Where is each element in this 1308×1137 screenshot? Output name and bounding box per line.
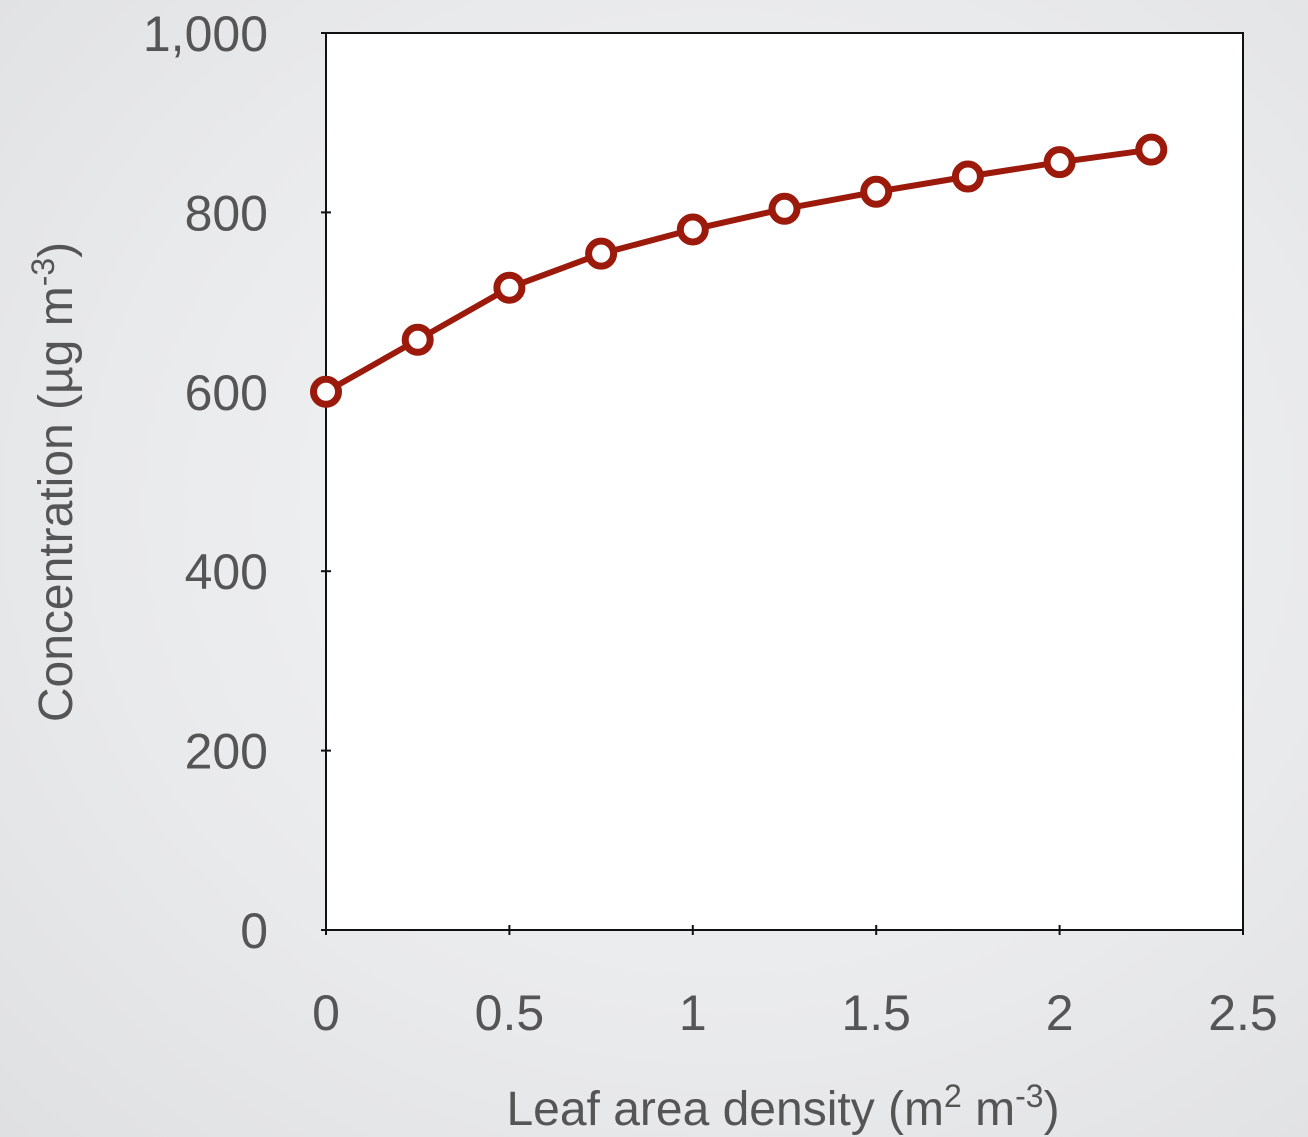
x-axis-ticks: 0 0.5 1 1.5 2 2.5 <box>312 925 1278 1041</box>
series-line <box>324 146 1152 395</box>
data-point <box>676 213 709 246</box>
y-tick-label: 200 <box>185 724 268 780</box>
y-tick-label: 1,000 <box>143 6 268 62</box>
data-point <box>860 175 893 208</box>
x-tick-label: 2 <box>1046 985 1074 1041</box>
x-axis-label: Leaf area density (m2 m-3) <box>506 1078 1059 1136</box>
data-point <box>310 375 342 408</box>
series-layer <box>310 133 1168 408</box>
y-tick-label: 600 <box>185 365 268 421</box>
y-tick-label: 800 <box>185 185 268 241</box>
x-tick-label: 1.5 <box>841 985 911 1041</box>
x-tick-label: 1 <box>679 985 707 1041</box>
data-point <box>1135 133 1168 166</box>
data-point <box>951 160 984 193</box>
y-axis-label: Concentration (µg m-3) <box>25 242 83 722</box>
x-tick-label: 2.5 <box>1208 985 1278 1041</box>
data-point <box>585 237 618 270</box>
data-point <box>1043 146 1076 179</box>
data-point <box>768 192 801 225</box>
y-tick-label: 400 <box>185 544 268 600</box>
x-tick-label: 0 <box>312 985 340 1041</box>
data-point <box>493 271 526 304</box>
plot-area <box>325 32 1244 931</box>
y-axis-ticks: 0 200 400 600 800 1,000 <box>143 6 331 959</box>
x-tick-label: 0.5 <box>475 985 545 1041</box>
y-tick-label: 0 <box>240 903 268 959</box>
data-point <box>401 323 434 356</box>
